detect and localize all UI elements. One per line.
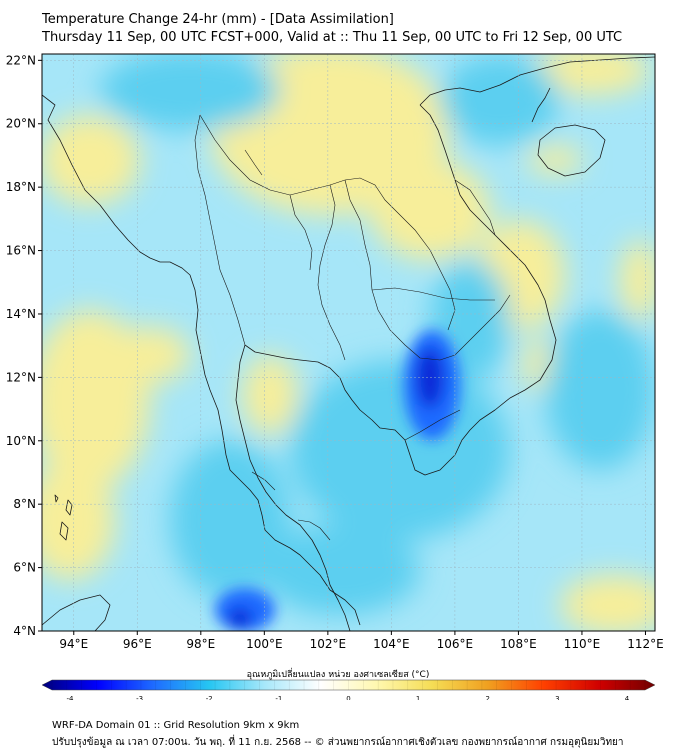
lat-label: 20°N xyxy=(6,117,36,131)
colorbar: -4 -3 -2 -1 0 1 2 3 4 xyxy=(41,679,656,700)
latitude-axis: 22°N 20°N 18°N 16°N 14°N 12°N 10°N 8°N 6°N 4°N xyxy=(6,53,42,638)
lat-label: 18°N xyxy=(6,180,36,194)
colorbar-label: อุณหภูมิเปลี่ยนแปลง หน่วย องศาเซลเซียส (… xyxy=(246,670,430,680)
lat-label: 4°N xyxy=(13,624,36,638)
lon-label: 108°E xyxy=(500,637,537,651)
longitude-axis: 94°E 96°E 98°E 100°E 102°E 104°E 106°E 108°E 110… xyxy=(59,631,664,651)
colorbar-tick-label: -4 xyxy=(67,695,75,700)
lon-label: 102°E xyxy=(310,637,347,651)
weather-map: 22°N 20°N 18°N 16°N 14°N 12°N 10°N 8°N 6°N 4°N 94… xyxy=(6,53,664,700)
colorbar-tick-label: -2 xyxy=(206,695,213,700)
lat-label: 14°N xyxy=(6,307,36,321)
lon-label: 104°E xyxy=(373,637,410,651)
lat-label: 10°N xyxy=(6,434,36,448)
colorbar-tick-label: 2 xyxy=(486,695,490,700)
coastlines xyxy=(42,56,655,631)
map-frame xyxy=(41,53,656,632)
colorbar-tick-label: 4 xyxy=(625,695,630,700)
map-subtitle: Thursday 11 Sep, 00 UTC FCST+000, Valid … xyxy=(42,30,623,45)
colorbar-ticks: -4 -3 -2 -1 0 1 2 3 4 xyxy=(51,680,646,700)
lat-label: 22°N xyxy=(6,53,36,67)
colorbar-tick-label: -3 xyxy=(136,695,143,700)
map-title: Temperature Change 24-hr (mm) - [Data As… xyxy=(42,12,394,27)
lon-label: 106°E xyxy=(437,637,474,651)
lat-label: 16°N xyxy=(6,244,36,258)
lat-label: 8°N xyxy=(13,497,36,511)
lon-label: 94°E xyxy=(59,637,88,651)
lon-label: 112°E xyxy=(627,637,664,651)
colorbar-tick-label: 3 xyxy=(555,695,559,700)
footer-domain-info: WRF-DA Domain 01 :: Grid Resolution 9km … xyxy=(52,720,300,731)
graticule xyxy=(42,54,655,631)
lon-label: 96°E xyxy=(123,637,152,651)
colorbar-tick-label: 1 xyxy=(416,695,420,700)
temperature-field xyxy=(42,54,655,631)
footer-credit: ปรับปรุงข้อมูล ณ เวลา 07:00น. วัน พฤ. ที… xyxy=(52,737,624,748)
colorbar-scale xyxy=(41,679,656,691)
colorbar-tick-label: 0 xyxy=(346,695,350,700)
lon-label: 110°E xyxy=(564,637,601,651)
colorbar-tick-label: -1 xyxy=(275,695,282,700)
lon-label: 100°E xyxy=(246,637,283,651)
lat-label: 6°N xyxy=(13,561,36,575)
borders xyxy=(194,114,511,541)
lat-label: 12°N xyxy=(6,370,36,384)
lon-label: 98°E xyxy=(186,637,215,651)
